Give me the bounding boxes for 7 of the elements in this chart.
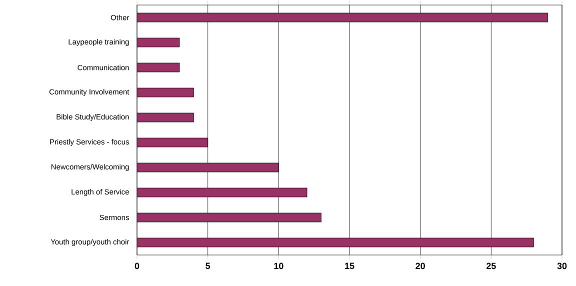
x-tick-label: 20 — [416, 262, 425, 270]
x-tick-label: 15 — [345, 262, 354, 270]
x-tick-label: 25 — [486, 262, 496, 270]
x-tick-label: 5 — [206, 262, 210, 270]
x-tick-label: 30 — [557, 262, 567, 270]
x-tick-label: 0 — [134, 262, 140, 270]
x-tick-label: 10 — [274, 262, 284, 270]
